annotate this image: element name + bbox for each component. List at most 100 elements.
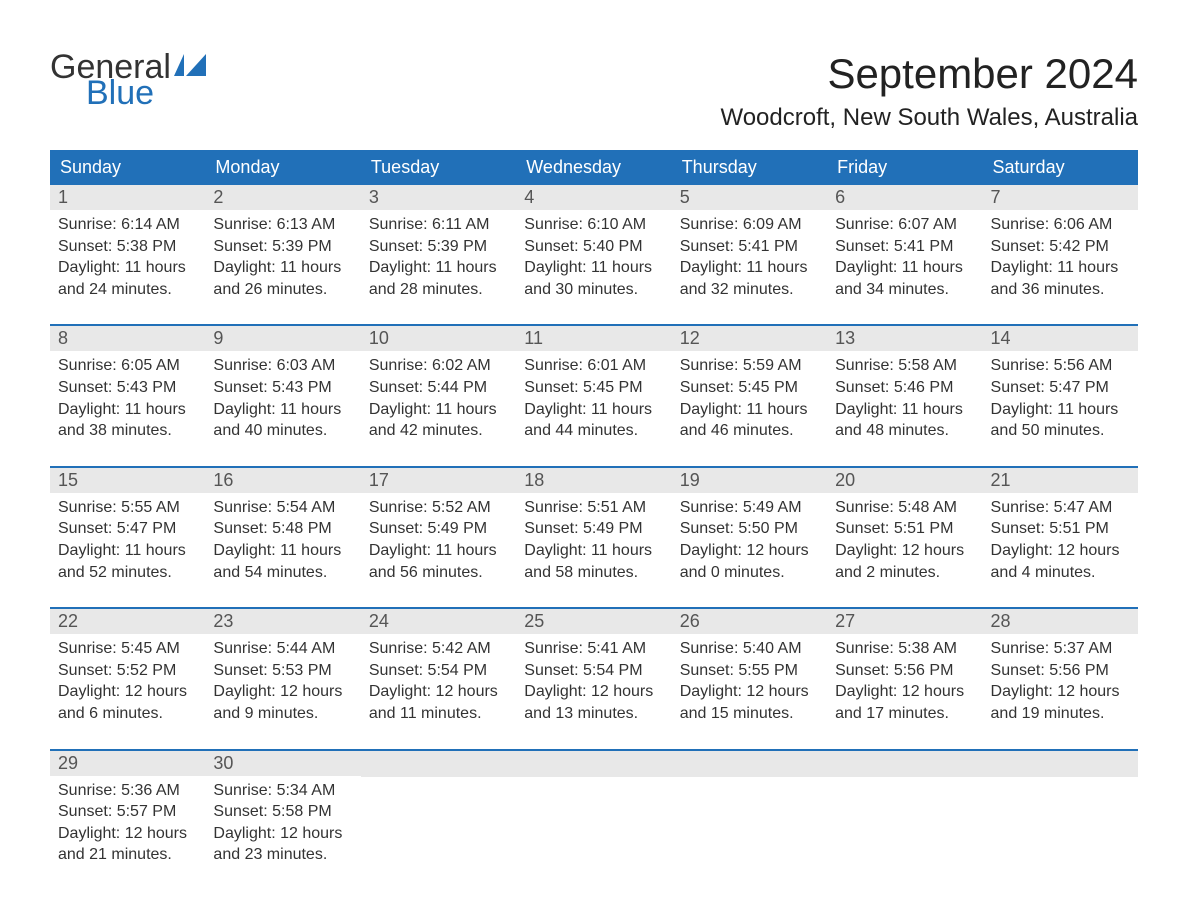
- daylight-text-line2: and 48 minutes.: [835, 420, 974, 442]
- calendar-grid: Sunday Monday Tuesday Wednesday Thursday…: [50, 150, 1138, 866]
- day-content: Sunrise: 5:56 AMSunset: 5:47 PMDaylight:…: [983, 351, 1138, 441]
- sunset-text: Sunset: 5:46 PM: [835, 377, 974, 399]
- daylight-text-line1: Daylight: 11 hours: [213, 257, 352, 279]
- week-row: 8Sunrise: 6:05 AMSunset: 5:43 PMDaylight…: [50, 324, 1138, 441]
- sunset-text: Sunset: 5:41 PM: [680, 236, 819, 258]
- daylight-text-line1: Daylight: 11 hours: [58, 257, 197, 279]
- daylight-text-line1: Daylight: 11 hours: [991, 257, 1130, 279]
- daylight-text-line1: Daylight: 12 hours: [524, 681, 663, 703]
- daylight-text-line1: Daylight: 11 hours: [835, 257, 974, 279]
- day-cell: 29Sunrise: 5:36 AMSunset: 5:57 PMDayligh…: [50, 751, 205, 866]
- daylight-text-line1: Daylight: 11 hours: [680, 257, 819, 279]
- day-number: 28: [983, 609, 1138, 634]
- day-number: 25: [516, 609, 671, 634]
- empty-day-cell: [983, 751, 1138, 866]
- day-header-friday: Friday: [827, 150, 982, 185]
- day-content: Sunrise: 5:44 AMSunset: 5:53 PMDaylight:…: [205, 634, 360, 724]
- day-cell: 24Sunrise: 5:42 AMSunset: 5:54 PMDayligh…: [361, 609, 516, 724]
- day-content: Sunrise: 6:14 AMSunset: 5:38 PMDaylight:…: [50, 210, 205, 300]
- empty-day-cell: [827, 751, 982, 866]
- daylight-text-line1: Daylight: 12 hours: [991, 681, 1130, 703]
- day-number: 9: [205, 326, 360, 351]
- day-number: 18: [516, 468, 671, 493]
- sunrise-text: Sunrise: 5:58 AM: [835, 355, 974, 377]
- day-content: Sunrise: 5:52 AMSunset: 5:49 PMDaylight:…: [361, 493, 516, 583]
- sunset-text: Sunset: 5:43 PM: [213, 377, 352, 399]
- sunset-text: Sunset: 5:43 PM: [58, 377, 197, 399]
- day-header-saturday: Saturday: [983, 150, 1138, 185]
- day-content: Sunrise: 5:48 AMSunset: 5:51 PMDaylight:…: [827, 493, 982, 583]
- day-number: 21: [983, 468, 1138, 493]
- daylight-text-line1: Daylight: 12 hours: [213, 681, 352, 703]
- day-cell: 10Sunrise: 6:02 AMSunset: 5:44 PMDayligh…: [361, 326, 516, 441]
- day-number: 12: [672, 326, 827, 351]
- day-content: Sunrise: 5:47 AMSunset: 5:51 PMDaylight:…: [983, 493, 1138, 583]
- location-text: Woodcroft, New South Wales, Australia: [720, 104, 1138, 132]
- daylight-text-line1: Daylight: 12 hours: [369, 681, 508, 703]
- day-cell: 22Sunrise: 5:45 AMSunset: 5:52 PMDayligh…: [50, 609, 205, 724]
- logo-text-blue: Blue: [86, 76, 206, 110]
- day-content: Sunrise: 6:05 AMSunset: 5:43 PMDaylight:…: [50, 351, 205, 441]
- daylight-text-line2: and 4 minutes.: [991, 562, 1130, 584]
- sunrise-text: Sunrise: 5:42 AM: [369, 638, 508, 660]
- week-row: 15Sunrise: 5:55 AMSunset: 5:47 PMDayligh…: [50, 466, 1138, 583]
- day-header-tuesday: Tuesday: [361, 150, 516, 185]
- daylight-text-line2: and 44 minutes.: [524, 420, 663, 442]
- day-content: Sunrise: 5:55 AMSunset: 5:47 PMDaylight:…: [50, 493, 205, 583]
- daylight-text-line1: Daylight: 11 hours: [213, 540, 352, 562]
- daylight-text-line1: Daylight: 12 hours: [58, 823, 197, 845]
- daylight-text-line2: and 24 minutes.: [58, 279, 197, 301]
- day-cell: 6Sunrise: 6:07 AMSunset: 5:41 PMDaylight…: [827, 185, 982, 300]
- sunrise-text: Sunrise: 5:56 AM: [991, 355, 1130, 377]
- sunset-text: Sunset: 5:49 PM: [369, 518, 508, 540]
- day-number: 3: [361, 185, 516, 210]
- day-content: Sunrise: 6:03 AMSunset: 5:43 PMDaylight:…: [205, 351, 360, 441]
- daylight-text-line2: and 52 minutes.: [58, 562, 197, 584]
- day-cell: 15Sunrise: 5:55 AMSunset: 5:47 PMDayligh…: [50, 468, 205, 583]
- day-content: Sunrise: 5:42 AMSunset: 5:54 PMDaylight:…: [361, 634, 516, 724]
- day-number: 22: [50, 609, 205, 634]
- empty-day-cell: [516, 751, 671, 866]
- daylight-text-line2: and 19 minutes.: [991, 703, 1130, 725]
- day-number: 5: [672, 185, 827, 210]
- sunset-text: Sunset: 5:38 PM: [58, 236, 197, 258]
- sunrise-text: Sunrise: 6:09 AM: [680, 214, 819, 236]
- sunset-text: Sunset: 5:53 PM: [213, 660, 352, 682]
- day-cell: 16Sunrise: 5:54 AMSunset: 5:48 PMDayligh…: [205, 468, 360, 583]
- day-cell: 18Sunrise: 5:51 AMSunset: 5:49 PMDayligh…: [516, 468, 671, 583]
- sunset-text: Sunset: 5:48 PM: [213, 518, 352, 540]
- sunset-text: Sunset: 5:42 PM: [991, 236, 1130, 258]
- sunset-text: Sunset: 5:51 PM: [835, 518, 974, 540]
- sunrise-text: Sunrise: 5:38 AM: [835, 638, 974, 660]
- day-cell: 13Sunrise: 5:58 AMSunset: 5:46 PMDayligh…: [827, 326, 982, 441]
- day-cell: 30Sunrise: 5:34 AMSunset: 5:58 PMDayligh…: [205, 751, 360, 866]
- sunset-text: Sunset: 5:47 PM: [991, 377, 1130, 399]
- day-content: Sunrise: 6:01 AMSunset: 5:45 PMDaylight:…: [516, 351, 671, 441]
- day-cell: 25Sunrise: 5:41 AMSunset: 5:54 PMDayligh…: [516, 609, 671, 724]
- day-header-monday: Monday: [205, 150, 360, 185]
- day-number: 14: [983, 326, 1138, 351]
- daylight-text-line1: Daylight: 11 hours: [58, 399, 197, 421]
- day-number: 6: [827, 185, 982, 210]
- sunrise-text: Sunrise: 5:51 AM: [524, 497, 663, 519]
- calendar-page: General Blue September 2024 Woodcroft, N…: [0, 0, 1188, 920]
- daylight-text-line1: Daylight: 11 hours: [369, 257, 508, 279]
- day-cell: 12Sunrise: 5:59 AMSunset: 5:45 PMDayligh…: [672, 326, 827, 441]
- daylight-text-line1: Daylight: 12 hours: [991, 540, 1130, 562]
- sunrise-text: Sunrise: 5:52 AM: [369, 497, 508, 519]
- empty-day-cell: [361, 751, 516, 866]
- daylight-text-line1: Daylight: 11 hours: [213, 399, 352, 421]
- daylight-text-line1: Daylight: 11 hours: [524, 257, 663, 279]
- day-number: 2: [205, 185, 360, 210]
- day-content: Sunrise: 6:07 AMSunset: 5:41 PMDaylight:…: [827, 210, 982, 300]
- sunset-text: Sunset: 5:47 PM: [58, 518, 197, 540]
- daylight-text-line1: Daylight: 11 hours: [524, 540, 663, 562]
- brand-logo: General Blue: [50, 50, 206, 110]
- sunset-text: Sunset: 5:45 PM: [524, 377, 663, 399]
- daylight-text-line1: Daylight: 12 hours: [680, 540, 819, 562]
- daylight-text-line1: Daylight: 12 hours: [213, 823, 352, 845]
- title-block: September 2024 Woodcroft, New South Wale…: [720, 50, 1138, 132]
- day-cell: 8Sunrise: 6:05 AMSunset: 5:43 PMDaylight…: [50, 326, 205, 441]
- daylight-text-line2: and 54 minutes.: [213, 562, 352, 584]
- daylight-text-line2: and 23 minutes.: [213, 844, 352, 866]
